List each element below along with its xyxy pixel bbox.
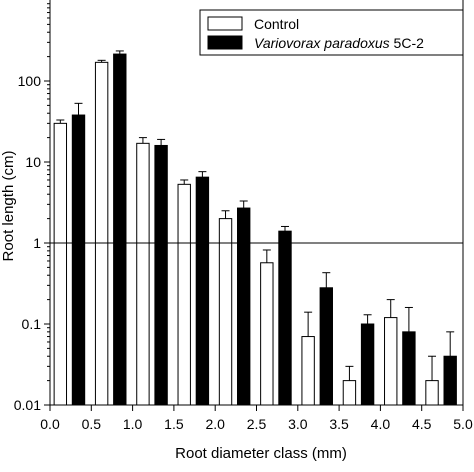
x-tick-label: 1.0	[123, 416, 143, 432]
legend-label-variovorax-strain: 5C-2	[390, 35, 424, 51]
x-tick-label: 2.0	[205, 416, 225, 432]
x-tick-label: 4.5	[412, 416, 432, 432]
ticks-layer: 0.01 0.1 1 10 100 0.0 0.5 1.0 1.5 2.0 2.5 3.0 3.5 4.0…	[14, 3, 473, 432]
bar-variovorax	[360, 323, 375, 406]
legend-swatch-variovorax	[207, 35, 243, 50]
axes-layer	[49, 0, 464, 406]
bar-variovorax	[278, 230, 292, 406]
legend: Control Variovorax paradoxus 5C-2	[199, 9, 464, 56]
y-tick-label: 100	[18, 73, 42, 89]
legend-box	[199, 9, 464, 56]
bar-variovorax	[195, 176, 210, 406]
y-tick-label: 1	[33, 235, 41, 251]
x-tick-label: 0.0	[40, 416, 60, 432]
bar-control	[301, 336, 315, 406]
bar-variovorax	[443, 355, 457, 406]
bar-variovorax	[237, 207, 251, 406]
x-axis-title: Root diameter class (mm)	[175, 445, 347, 462]
y-tick-label: 0.01	[14, 397, 41, 413]
y-tick-label: 0.1	[22, 316, 42, 332]
bar-control	[53, 122, 68, 406]
x-tick-label: 1.5	[164, 416, 184, 432]
bar-variovorax	[154, 144, 168, 406]
y-tick-label: 10	[25, 154, 41, 170]
bar-control	[425, 380, 439, 406]
x-tick-label: 0.5	[82, 416, 102, 432]
bar-control	[218, 218, 233, 406]
y-axis-title: Root length (cm)	[0, 151, 17, 262]
legend-label-control: Control	[254, 16, 299, 32]
bar-variovorax	[71, 114, 86, 406]
bar-control	[342, 380, 357, 406]
legend-label-variovorax: Variovorax paradoxus 5C-2	[254, 35, 424, 51]
bar-variovorax	[402, 331, 416, 406]
bar-control	[177, 183, 191, 406]
legend-swatch-control	[207, 16, 243, 31]
bar-control	[384, 317, 398, 406]
x-tick-label: 5.0	[453, 416, 473, 432]
bars-layer	[53, 50, 457, 406]
x-tick-label: 3.0	[288, 416, 308, 432]
bar-variovorax	[113, 53, 127, 406]
bar-control	[94, 61, 109, 406]
bar-control	[136, 142, 150, 406]
x-tick-label: 4.0	[371, 416, 391, 432]
legend-label-variovorax-species: Variovorax paradoxus	[254, 35, 390, 51]
x-tick-label: 3.5	[329, 416, 349, 432]
bar-control	[260, 262, 274, 406]
x-tick-label: 2.5	[247, 416, 267, 432]
bar-variovorax	[319, 287, 333, 406]
